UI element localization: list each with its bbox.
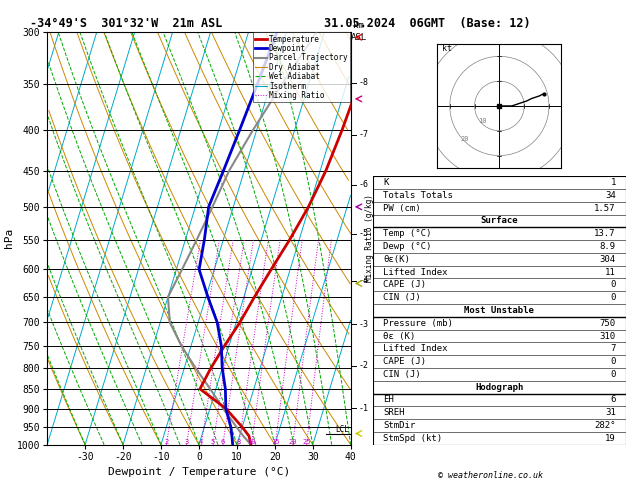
Text: -3: -3: [359, 320, 369, 329]
Text: 8: 8: [237, 439, 241, 445]
Text: 2: 2: [164, 439, 169, 445]
Text: 15: 15: [271, 439, 279, 445]
Text: -7: -7: [359, 130, 369, 139]
Text: LCL: LCL: [336, 425, 350, 434]
Text: 20: 20: [289, 439, 297, 445]
Y-axis label: hPa: hPa: [4, 228, 14, 248]
Legend: Temperature, Dewpoint, Parcel Trajectory, Dry Adiabat, Wet Adiabat, Isotherm, Mi: Temperature, Dewpoint, Parcel Trajectory…: [253, 33, 350, 102]
Text: 31.05.2024  06GMT  (Base: 12): 31.05.2024 06GMT (Base: 12): [325, 17, 531, 30]
Text: ASL: ASL: [350, 33, 367, 42]
Text: 5: 5: [211, 439, 215, 445]
Text: © weatheronline.co.uk: © weatheronline.co.uk: [438, 471, 543, 480]
Text: -34°49'S  301°32'W  21m ASL: -34°49'S 301°32'W 21m ASL: [30, 17, 222, 30]
Text: -1: -1: [359, 404, 369, 413]
Text: 10: 10: [247, 439, 256, 445]
Text: -2: -2: [359, 362, 369, 370]
Text: -8: -8: [359, 78, 369, 87]
Text: 4: 4: [199, 439, 203, 445]
Text: 25: 25: [303, 439, 311, 445]
Text: -4: -4: [359, 276, 369, 285]
Text: 3: 3: [184, 439, 189, 445]
Text: Mixing Ratio (g/kg): Mixing Ratio (g/kg): [365, 194, 374, 282]
Text: -5: -5: [359, 229, 369, 239]
Text: 6: 6: [221, 439, 225, 445]
Text: km: km: [353, 20, 364, 30]
X-axis label: Dewpoint / Temperature (°C): Dewpoint / Temperature (°C): [108, 467, 290, 477]
Text: -6: -6: [359, 180, 369, 190]
